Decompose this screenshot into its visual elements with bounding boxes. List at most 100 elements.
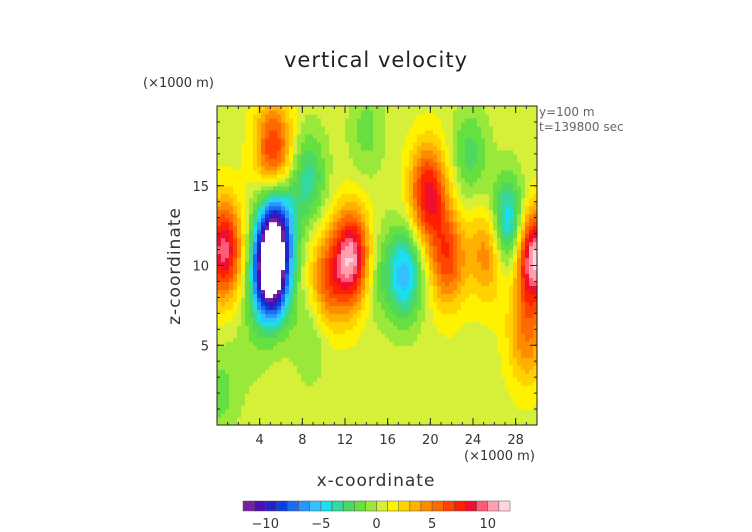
- field-cell: [305, 117, 310, 123]
- field-cell: [281, 397, 286, 402]
- field-cell: [333, 305, 338, 310]
- field-cell: [261, 413, 266, 418]
- field-cell: [357, 313, 362, 318]
- field-cell: [285, 245, 290, 251]
- field-cell: [325, 141, 330, 147]
- field-cell: [413, 333, 418, 338]
- field-cell: [293, 185, 298, 191]
- field-cell: [281, 161, 286, 167]
- field-cell: [393, 417, 398, 422]
- field-cell: [457, 369, 462, 374]
- field-cell: [245, 417, 250, 422]
- field-cell: [253, 313, 258, 318]
- field-cell: [397, 393, 402, 398]
- field-cell: [225, 129, 230, 135]
- field-cell: [217, 141, 222, 147]
- field-cell: [345, 205, 350, 211]
- field-cell: [393, 241, 398, 247]
- field-cell: [325, 301, 330, 306]
- field-cell: [361, 173, 366, 179]
- field-cell: [425, 257, 430, 263]
- field-cell: [217, 117, 222, 123]
- field-cell: [225, 237, 230, 243]
- field-cell: [257, 333, 262, 338]
- field-cell: [237, 325, 242, 330]
- field-cell: [417, 117, 422, 123]
- field-cell: [281, 281, 286, 287]
- field-cell: [441, 365, 446, 370]
- field-cell: [269, 213, 274, 219]
- field-cell: [333, 345, 338, 350]
- field-cell: [377, 106, 382, 111]
- field-cell: [361, 337, 366, 342]
- field-cell: [397, 301, 402, 306]
- field-cell: [225, 165, 230, 171]
- field-cell: [257, 301, 262, 306]
- field-cell: [217, 333, 222, 338]
- field-cell: [433, 401, 438, 406]
- field-cell: [345, 413, 350, 418]
- field-cell: [409, 253, 414, 259]
- field-cell: [245, 313, 250, 318]
- field-cell: [345, 301, 350, 306]
- field-cell: [421, 201, 426, 207]
- field-cell: [365, 337, 370, 342]
- field-cell: [257, 321, 262, 326]
- field-cell: [221, 229, 226, 235]
- field-cell: [389, 333, 394, 338]
- field-cell: [253, 225, 258, 231]
- field-cell: [433, 181, 438, 187]
- field-cell: [461, 165, 466, 171]
- field-cell: [241, 385, 246, 390]
- field-cell: [261, 205, 266, 211]
- field-cell: [301, 137, 306, 143]
- field-cell: [273, 213, 278, 219]
- field-cell: [361, 341, 366, 346]
- field-cell: [305, 241, 310, 247]
- field-cell: [337, 417, 342, 422]
- field-cell: [449, 337, 454, 342]
- field-cell: [313, 209, 318, 215]
- field-cell: [285, 309, 290, 314]
- field-cell: [361, 117, 366, 123]
- field-cell: [261, 321, 266, 326]
- field-cell: [261, 109, 266, 115]
- field-cell: [453, 197, 458, 203]
- field-cell: [353, 365, 358, 370]
- field-cell: [441, 269, 446, 275]
- field-cell: [425, 153, 430, 159]
- field-cell: [445, 305, 450, 310]
- field-cell: [397, 385, 402, 390]
- field-cell: [405, 409, 410, 414]
- field-cell: [309, 201, 314, 207]
- field-cell: [273, 301, 278, 306]
- field-cell: [297, 401, 302, 406]
- field-cell: [241, 121, 246, 127]
- field-cell: [321, 161, 326, 167]
- field-cell: [217, 157, 222, 163]
- field-cell: [361, 401, 366, 406]
- field-cell: [217, 177, 222, 183]
- field-cell: [393, 169, 398, 175]
- field-cell: [421, 373, 426, 378]
- field-cell: [297, 349, 302, 354]
- field-cell: [269, 197, 274, 203]
- field-cell: [401, 393, 406, 398]
- field-cell: [453, 129, 458, 135]
- field-cell: [421, 409, 426, 414]
- field-cell: [445, 417, 450, 422]
- field-cell: [333, 181, 338, 187]
- field-cell: [301, 121, 306, 127]
- field-cell: [437, 421, 442, 426]
- field-cell: [217, 269, 222, 275]
- field-cell: [365, 245, 370, 251]
- field-cell: [345, 369, 350, 374]
- field-cell: [229, 353, 234, 358]
- field-cell: [281, 321, 286, 326]
- field-cell: [461, 113, 466, 119]
- field-cell: [221, 289, 226, 295]
- field-cell: [393, 141, 398, 147]
- field-cell: [385, 213, 390, 219]
- field-cell: [281, 349, 286, 354]
- field-cell: [293, 413, 298, 418]
